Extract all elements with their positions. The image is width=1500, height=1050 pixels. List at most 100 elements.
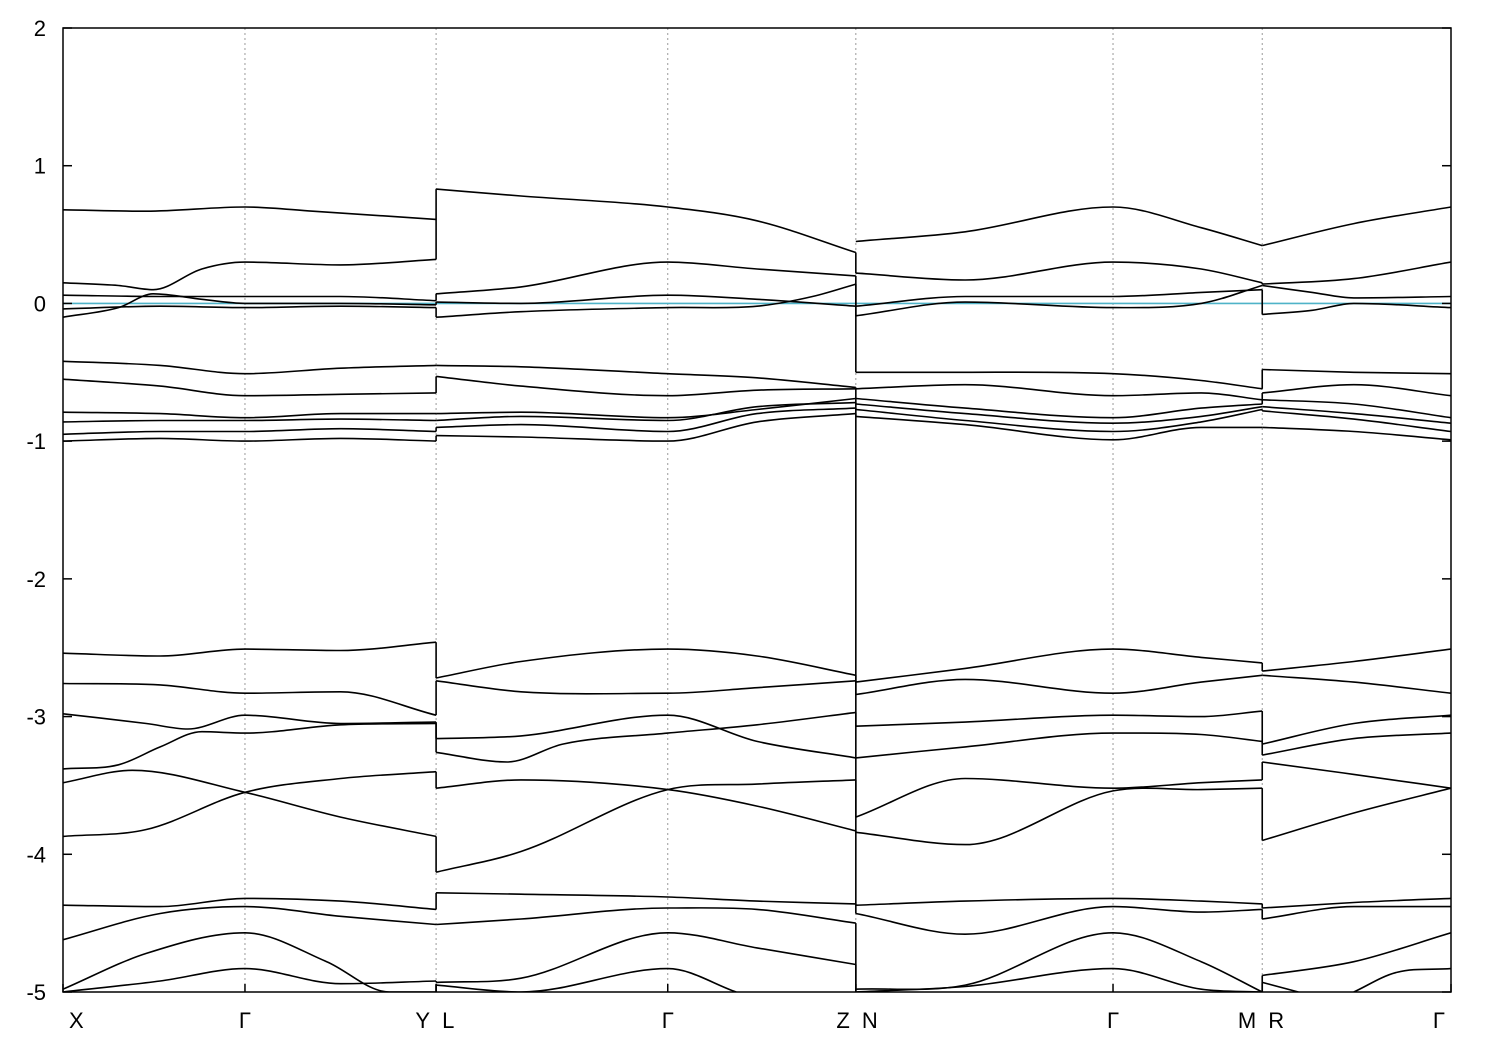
band-line: [436, 714, 856, 759]
band-line: [1261, 787, 1451, 842]
band-line: [63, 641, 437, 657]
band-line: [855, 261, 1263, 284]
band-line: [855, 787, 1263, 846]
band-line: [855, 932, 1263, 992]
band-line: [1262, 714, 1451, 745]
band-line: [63, 897, 437, 911]
band-line: [436, 401, 856, 422]
band-line: [1262, 368, 1451, 375]
band-line: [855, 710, 1263, 727]
band-line: [63, 294, 437, 302]
band-line: [63, 258, 437, 291]
band-line: [855, 206, 1263, 247]
band-line: [63, 905, 437, 941]
y-tick-label: -1: [26, 429, 46, 454]
band-line: [63, 713, 437, 730]
band-line: [1262, 261, 1451, 285]
band-line: [1262, 761, 1451, 789]
band-line: [1262, 206, 1451, 247]
band-line: [435, 711, 856, 763]
y-tick-label: -5: [26, 980, 46, 1005]
y-tick-label: 2: [34, 16, 46, 41]
band-line: [1262, 897, 1451, 909]
band-line: [1262, 405, 1451, 424]
y-tick-label: -3: [26, 705, 46, 730]
band-line: [1262, 932, 1451, 977]
band-line: [1262, 981, 1299, 992]
band-line: [855, 288, 1263, 307]
plot-frame: [62, 27, 1452, 993]
y-tick-label: -4: [26, 842, 46, 867]
band-line: [1262, 905, 1451, 920]
band-line: [436, 779, 856, 832]
band-line: [436, 907, 856, 926]
band-line: [63, 378, 437, 397]
band-line: [63, 769, 437, 838]
band-line: [855, 905, 1263, 935]
x-tick-label: X: [69, 1008, 84, 1033]
band-line: [855, 284, 1263, 317]
band-line: [63, 305, 437, 310]
band-line: [63, 437, 437, 442]
band-line: [1262, 410, 1451, 433]
x-tick-label: L: [442, 1008, 454, 1033]
band-line: [436, 397, 856, 419]
band-line: [436, 261, 856, 295]
gridlines: [244, 28, 1263, 992]
band-line: [63, 411, 437, 419]
band-line: [63, 932, 437, 992]
x-tick-label: Γ: [1107, 1008, 1119, 1033]
band-line: [436, 375, 856, 397]
band-line: [436, 294, 856, 307]
y-axis: -5 -4 -3 -2 -1 0 1 2: [26, 16, 1451, 1005]
band-line: [855, 397, 1263, 419]
band-line: [63, 967, 437, 992]
band-line: [436, 967, 737, 992]
band-line: [855, 777, 1263, 818]
band-line: [436, 188, 857, 254]
band-line: [63, 206, 437, 221]
band-line: [1262, 302, 1451, 316]
band-line: [63, 770, 437, 838]
y-tick-label: 0: [34, 291, 46, 316]
y-tick-label: -2: [26, 567, 46, 592]
band-line: [1262, 383, 1451, 397]
y-tick-label: 1: [34, 154, 46, 179]
band-line: [855, 648, 1263, 683]
band-line: [1262, 284, 1451, 299]
band-line: [855, 415, 1263, 441]
band-line: [855, 403, 1263, 424]
band-line: [436, 407, 856, 433]
band-line: [436, 932, 856, 984]
x-tick-label: Z: [836, 1008, 849, 1033]
band-line: [855, 897, 1263, 906]
band-line: [435, 680, 856, 695]
band-line: [1262, 426, 1451, 441]
x-tick-label: Γ: [662, 1008, 674, 1033]
x-tick-label: Y: [415, 1008, 430, 1033]
band-line: [435, 648, 856, 679]
band-line: [63, 418, 437, 423]
band-line: [1353, 967, 1451, 992]
band-line: [63, 360, 437, 375]
x-tick-label: R: [1268, 1008, 1284, 1033]
band-line: [63, 682, 437, 716]
band-line: [855, 371, 1263, 390]
band-line: [1262, 648, 1451, 672]
band-line: [1262, 674, 1451, 694]
band-line: [855, 967, 1263, 992]
band-line: [855, 732, 1263, 759]
x-tick-label: Γ: [1433, 1008, 1445, 1033]
band-line: [436, 412, 856, 442]
band-line: [1262, 732, 1451, 756]
bands: [63, 188, 1451, 992]
band-line: [1262, 399, 1451, 419]
band-line: [63, 722, 437, 770]
band-line: [855, 383, 1263, 401]
band-line: [855, 674, 1263, 696]
band-line: [63, 427, 437, 436]
band-line: [436, 364, 856, 389]
band-line: [435, 779, 856, 873]
